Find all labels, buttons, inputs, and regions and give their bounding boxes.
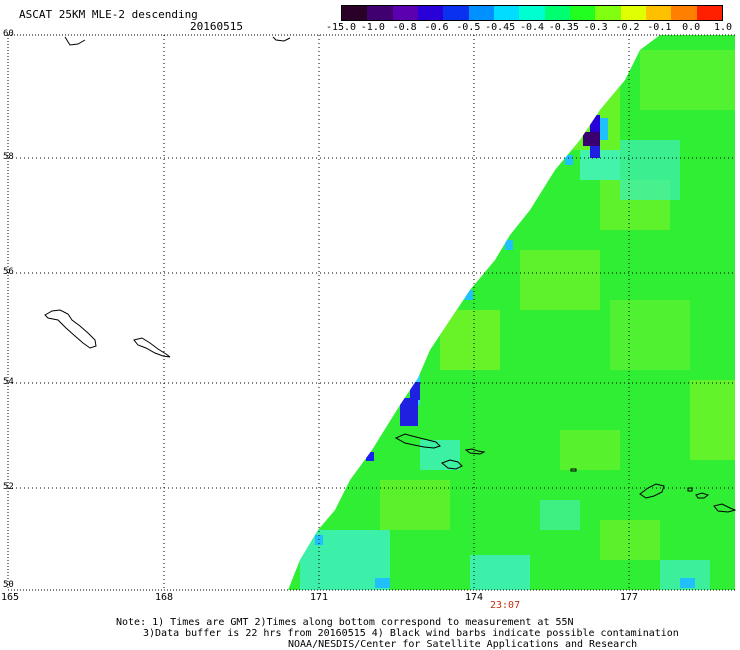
colorbar-tick-label: -15.0: [325, 22, 357, 33]
colorbar-segment: [342, 6, 368, 20]
map-frame: [7, 34, 735, 591]
coastlines: [44, 36, 737, 513]
colorbar-segment: [468, 6, 494, 20]
colorbar-segment: [443, 6, 469, 20]
colorbar-segment: [595, 6, 621, 20]
colorbar-tick-label: -0.35: [548, 22, 579, 33]
colorbar-tick-label: -0.2: [615, 22, 640, 33]
lon-label-171: 171: [309, 592, 329, 603]
colorbar-tick-label: -0.45: [485, 22, 516, 33]
colorbar-labels: -15.0 -1.0 -0.8 -0.6 -0.5 -0.45 -0.4 -0.35 -0.3-…: [326, 22, 733, 34]
time-label: 23:07: [490, 600, 521, 611]
lat-label-60: 60: [3, 29, 14, 39]
colorbar-segment: [671, 6, 697, 20]
colorbar-tick-label: 1.0: [713, 22, 733, 33]
colorbar-tick-label: -0.4: [519, 22, 545, 33]
colorbar-segment: [367, 6, 393, 20]
graticule: [8, 35, 735, 590]
lon-label-177: 177: [619, 592, 639, 603]
lat-label-54: 54: [3, 377, 14, 387]
colorbar-segment: [417, 6, 444, 20]
colorbar-tick-label: -0.5: [456, 22, 481, 33]
note-line-1: Note: 1) Times are GMT 2)Times along bot…: [116, 617, 574, 628]
lon-label-174: 174: [464, 592, 484, 603]
colorbar-tick-label: -0.3: [583, 22, 608, 33]
colorbar-segment: [569, 6, 596, 20]
lat-label-50: 50: [3, 580, 14, 590]
note-line-2: 3)Data buffer is 22 hrs from 20160515 4)…: [143, 628, 679, 639]
lat-label-52: 52: [3, 482, 14, 492]
wind-swath: [288, 35, 735, 590]
colorbar-segment: [696, 6, 722, 20]
colorbar-segment: [645, 6, 672, 20]
chart-title: ASCAT 25KM MLE-2 descending: [19, 8, 198, 21]
colorbar-tick-label: -0.8: [392, 22, 417, 33]
colorbar-segment: [392, 6, 418, 20]
colorbar-tick-label: 0.0: [682, 22, 701, 33]
date-label: 20160515: [190, 20, 243, 33]
colorbar-tick-label: -0.1: [647, 22, 672, 33]
lat-label-58: 58: [3, 152, 14, 162]
colorbar-tick-label: -0.6: [424, 22, 449, 33]
lon-label-165: 165: [0, 592, 20, 603]
colorbar-segment: [544, 6, 570, 20]
colorbar-tick-label: -1.0: [360, 22, 385, 33]
colorbar: -15.0 -1.0 -0.8 -0.6 -0.5 -0.45 -0.4 -0.35 -0.3-…: [326, 5, 732, 35]
lon-label-168: 168: [154, 592, 174, 603]
note-line-3: NOAA/NESDIS/Center for Satellite Applica…: [288, 639, 638, 650]
lat-label-56: 56: [3, 267, 14, 277]
colorbar-scale: [341, 5, 723, 21]
colorbar-segment: [493, 6, 520, 20]
colorbar-segment: [620, 6, 646, 20]
colorbar-segment: [519, 6, 545, 20]
